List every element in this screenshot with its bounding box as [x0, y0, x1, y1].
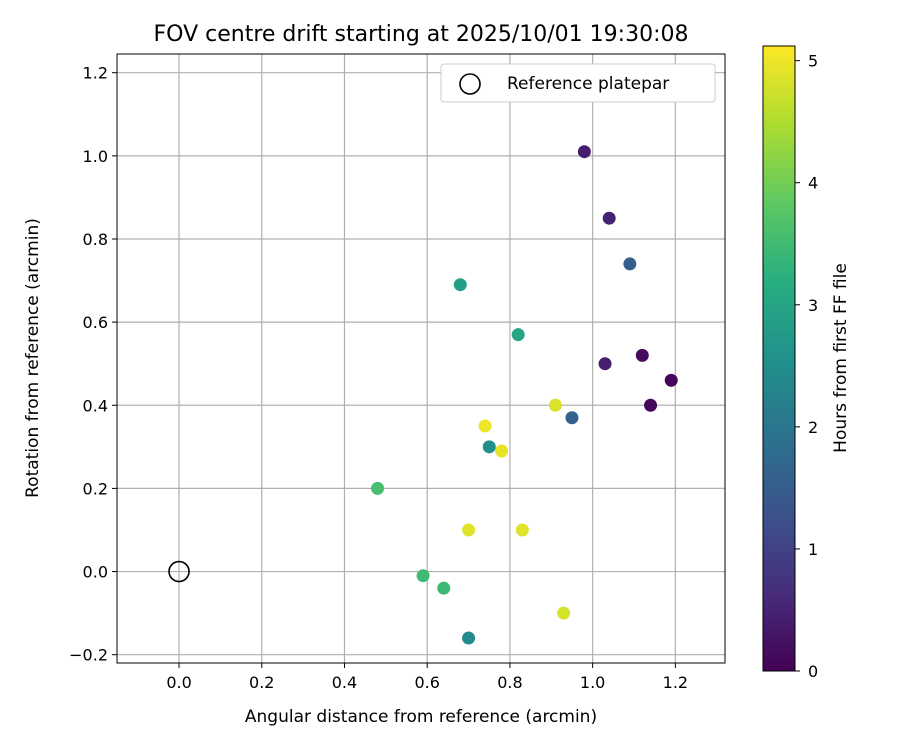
legend-label: Reference platepar — [507, 74, 669, 94]
colorbar: 0 1 2 3 4 5 Hours from first FF file — [762, 45, 851, 681]
x-axis-label: Angular distance from reference (arcmin) — [245, 707, 597, 727]
data-point — [565, 411, 579, 425]
data-point — [635, 348, 649, 362]
data-point — [416, 569, 430, 583]
reference-platepar-marker — [168, 560, 190, 583]
data-point — [511, 328, 525, 342]
chart-title: FOV centre drift starting at 2025/10/01 … — [154, 22, 689, 47]
data-point — [495, 444, 509, 458]
y-tick-label: −0.2 — [69, 646, 108, 665]
y-tick-label: 1.0 — [83, 147, 108, 166]
y-tick-label: 0.0 — [83, 563, 108, 582]
data-point — [437, 581, 451, 595]
data-point — [577, 145, 591, 159]
legend-marker-icon — [459, 73, 481, 95]
data-point — [623, 257, 637, 271]
plot-frame — [116, 53, 726, 664]
data-point — [478, 419, 492, 433]
data-point — [482, 440, 496, 454]
y-tick-label: 0.4 — [83, 396, 108, 415]
data-point — [515, 523, 529, 537]
colorbar-tick-label: 5 — [808, 52, 818, 71]
colorbar-tick-label: 2 — [808, 418, 818, 437]
data-point — [371, 481, 385, 495]
x-tick-label: 0.6 — [414, 673, 439, 692]
data-point — [453, 278, 467, 292]
y-tick-label: 0.2 — [83, 479, 108, 498]
legend-box — [440, 63, 716, 103]
x-tick-label: 1.2 — [663, 673, 688, 692]
data-point — [644, 398, 658, 412]
x-tick-label: 1.0 — [580, 673, 605, 692]
data-point — [462, 631, 476, 645]
data-point — [557, 606, 571, 620]
y-tick-label: 1.2 — [83, 64, 108, 83]
data-point — [602, 211, 616, 225]
data-point — [664, 373, 678, 387]
x-tick-label: 0.8 — [497, 673, 522, 692]
colorbar-tick-label: 3 — [808, 296, 818, 315]
colorbar-ticks: 0 1 2 3 4 5 — [795, 52, 818, 681]
y-axis-label: Rotation from reference (arcmin) — [23, 218, 43, 498]
colorbar-label: Hours from first FF file — [831, 263, 851, 453]
x-tick-label: 0.0 — [166, 673, 191, 692]
data-point — [598, 357, 612, 371]
grid-lines — [117, 54, 725, 663]
axis-ticks: 0.0 0.2 0.4 0.6 0.8 1.0 1.2 −0.2 0.0 0.2 0.4 0.6 0.8… — [69, 64, 688, 692]
data-points — [371, 145, 678, 645]
colorbar-tick-label: 0 — [808, 662, 818, 681]
x-tick-label: 0.4 — [332, 673, 357, 692]
colorbar-gradient — [762, 45, 796, 672]
data-point — [548, 398, 562, 412]
colorbar-tick-label: 1 — [808, 540, 818, 559]
x-tick-label: 0.2 — [249, 673, 274, 692]
data-point — [462, 523, 476, 537]
legend: Reference platepar — [440, 63, 716, 103]
colorbar-tick-label: 4 — [808, 174, 818, 193]
y-tick-label: 0.6 — [83, 313, 108, 332]
y-tick-label: 0.8 — [83, 230, 108, 249]
